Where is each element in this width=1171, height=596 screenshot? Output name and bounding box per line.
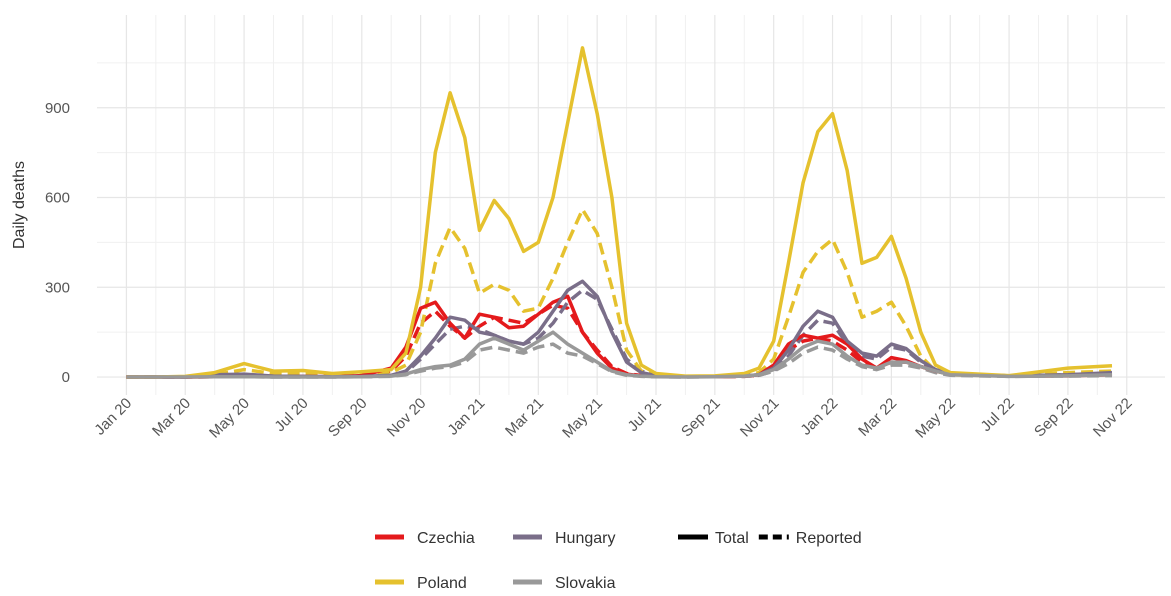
y-tick-label: 900 [45,100,70,117]
x-tick-label: Nov 22 [1090,395,1136,441]
y-axis-label: Daily deaths [11,161,28,249]
x-tick-label: Jul 22 [978,395,1018,435]
x-tick-label: Mar 21 [502,395,547,440]
y-tick-label: 600 [45,190,70,207]
data-line [126,207,1113,379]
legend-label: Total [715,530,749,547]
x-tick-label: Sep 22 [1031,395,1077,441]
x-tick-label: Jan 22 [797,395,841,439]
x-tick-label: May 22 [912,395,959,442]
data-line [126,279,1113,379]
data-line [126,294,1113,379]
x-tick-label: Jul 21 [625,395,665,435]
x-tick-label: Nov 20 [384,395,430,441]
x-tick-label: Sep 20 [325,395,371,441]
y-tick-label: 0 [62,369,70,386]
data-line [126,330,1113,379]
x-tick-label: May 20 [206,395,253,442]
legend-label: Slovakia [555,575,616,591]
legend: Czechia Hungary Poland Slovakia Total Reporte… [375,530,862,592]
x-tick-label: Mar 20 [149,395,194,440]
x-tick-label: Jan 20 [91,395,135,439]
x-tick-label: Jan 21 [444,395,488,439]
data-line [126,46,1113,379]
x-tick-label: Mar 22 [855,395,900,440]
y-tick-label: 300 [45,279,70,296]
x-tick-label: Jul 20 [271,395,311,435]
legend-label: Poland [417,575,467,591]
data-line [126,288,1113,379]
x-tick-label: Sep 21 [678,395,724,441]
x-tick-label: Nov 21 [737,395,783,441]
legend-label: Reported [796,530,862,547]
x-tick-label: May 21 [559,395,606,442]
legend-label: Hungary [555,530,615,547]
legend-label: Czechia [417,530,475,547]
